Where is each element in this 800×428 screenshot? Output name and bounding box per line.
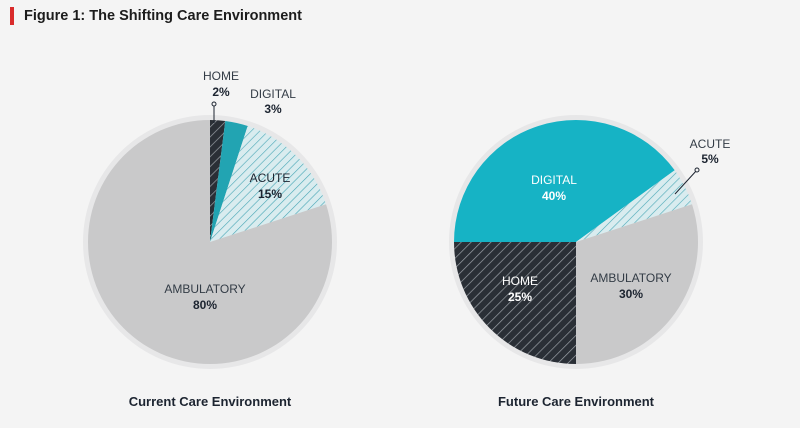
chart-caption-future: Future Care Environment — [498, 394, 655, 409]
slice-label-acute: ACUTE — [250, 171, 291, 185]
slice-value-ambulatory: 80% — [193, 298, 217, 312]
slice-label-home: HOME — [502, 274, 538, 288]
leader-dot-acute — [694, 167, 700, 173]
slice-value-acute: 5% — [701, 152, 719, 166]
pie-current: HOME 2% DIGITAL 3% ACUTE 15% AMBULATORY … — [83, 69, 337, 409]
slice-value-ambulatory: 30% — [619, 287, 643, 301]
slice-ambulatory — [576, 204, 699, 364]
leader-dot-home — [211, 101, 217, 107]
slice-digital — [454, 119, 675, 242]
slice-label-ambulatory: AMBULATORY — [164, 282, 245, 296]
slice-value-home: 2% — [212, 85, 230, 99]
slice-value-home: 25% — [508, 290, 532, 304]
figure-title: Figure 1: The Shifting Care Environment — [24, 8, 302, 24]
slice-digital — [210, 120, 248, 242]
slice-value-acute: 15% — [258, 187, 282, 201]
slice-ambulatory — [88, 120, 333, 364]
chart-caption-current: Current Care Environment — [129, 394, 292, 409]
slice-home — [454, 242, 576, 364]
figure-header: Figure 1: The Shifting Care Environment — [10, 6, 302, 26]
slice-acute — [576, 170, 693, 242]
slice-label-digital: DIGITAL — [531, 173, 577, 187]
slice-label-acute: ACUTE — [690, 137, 731, 151]
slice-label-digital: DIGITAL — [250, 87, 296, 101]
slice-home — [210, 120, 226, 242]
leader-line-acute — [674, 169, 698, 195]
pie-future: DIGITAL 40% ACUTE 5% AMBULATORY 30% HOME… — [449, 115, 730, 409]
slice-label-ambulatory: AMBULATORY — [590, 271, 671, 285]
slice-value-digital: 3% — [264, 102, 282, 116]
slice-label-home: HOME — [203, 69, 239, 83]
slice-value-digital: 40% — [542, 189, 566, 203]
slice-acute — [210, 125, 327, 242]
accent-bar — [10, 7, 14, 25]
